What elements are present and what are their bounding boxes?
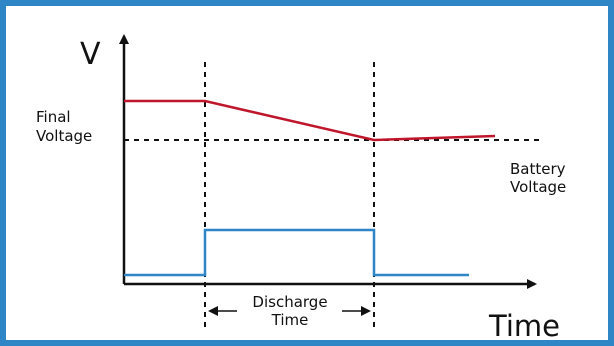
final-voltage-label-line2: Voltage <box>36 127 92 145</box>
battery-voltage-label-line2: Voltage <box>510 178 566 196</box>
final-voltage-label-line1: Final <box>36 108 71 126</box>
discharge-time-label-line1: Discharge <box>252 293 327 311</box>
discharge-pulse <box>124 228 469 277</box>
battery-voltage-label-line1: Battery <box>510 160 566 178</box>
voltage-curve <box>124 99 496 142</box>
discharge-time-label-line2: Time <box>271 311 309 329</box>
x-axis-label: Time <box>488 309 560 343</box>
y-axis-label: V <box>80 37 101 72</box>
